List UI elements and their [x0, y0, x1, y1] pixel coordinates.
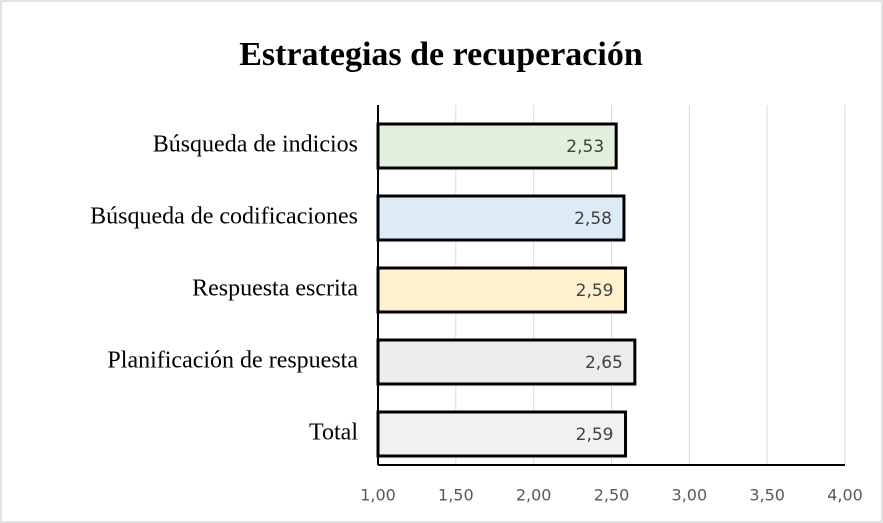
data-label: 2,59: [576, 281, 614, 301]
bar: [376, 122, 618, 170]
y-tick-label: Respuesta escrita: [192, 276, 358, 302]
chart-title: Estrategias de recuperación: [239, 36, 643, 73]
x-tick-label: 3,00: [672, 486, 708, 505]
data-label: 2,65: [585, 353, 623, 373]
bar: [376, 194, 626, 242]
x-tick-label: 4,00: [827, 486, 863, 505]
x-tick-label: 2,50: [594, 486, 630, 505]
x-tick-label: 1,50: [438, 486, 474, 505]
y-tick-label: Búsqueda de codificaciones: [90, 204, 358, 230]
data-label: 2,58: [574, 209, 612, 229]
x-tick-label: 1,00: [360, 486, 396, 505]
bar: [376, 266, 628, 314]
data-label: 2,59: [576, 425, 614, 445]
x-tick-label: 2,00: [516, 486, 552, 505]
data-label: 2,53: [566, 137, 604, 157]
bar: [376, 338, 637, 386]
y-tick-label: Planificación de respuesta: [107, 348, 358, 374]
y-tick-label: Total: [309, 420, 358, 446]
x-tick-label: 3,50: [749, 486, 785, 505]
y-tick-label: Búsqueda de indicios: [153, 132, 358, 158]
bar: [376, 410, 628, 458]
